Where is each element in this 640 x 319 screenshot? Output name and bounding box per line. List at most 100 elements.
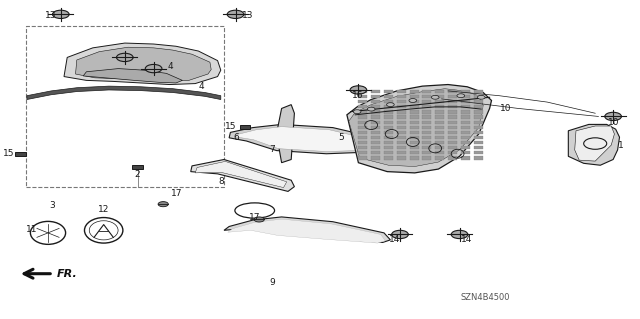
- Bar: [448, 105, 457, 108]
- Bar: [358, 121, 367, 124]
- Circle shape: [392, 230, 408, 239]
- Bar: [448, 110, 457, 114]
- Bar: [358, 131, 367, 134]
- Text: 7: 7: [269, 145, 275, 154]
- Polygon shape: [191, 160, 294, 191]
- Text: SZN4B4500: SZN4B4500: [460, 293, 510, 302]
- Circle shape: [254, 217, 264, 222]
- Bar: [15, 152, 26, 156]
- Bar: [371, 136, 380, 139]
- Polygon shape: [228, 219, 385, 243]
- Bar: [448, 141, 457, 144]
- Bar: [397, 110, 406, 114]
- Bar: [410, 115, 419, 119]
- Text: 11: 11: [26, 225, 37, 234]
- Bar: [397, 126, 406, 129]
- Polygon shape: [64, 43, 221, 85]
- Bar: [384, 121, 393, 124]
- Bar: [132, 165, 143, 169]
- Bar: [474, 121, 483, 124]
- Bar: [371, 110, 380, 114]
- Bar: [371, 105, 380, 108]
- Bar: [397, 105, 406, 108]
- Polygon shape: [276, 105, 294, 163]
- Bar: [461, 115, 470, 119]
- Bar: [448, 151, 457, 154]
- Circle shape: [457, 94, 465, 98]
- Circle shape: [477, 95, 485, 99]
- Bar: [358, 115, 367, 119]
- Bar: [384, 100, 393, 103]
- Circle shape: [158, 202, 168, 207]
- Circle shape: [409, 99, 417, 102]
- Bar: [358, 151, 367, 154]
- Bar: [410, 136, 419, 139]
- Bar: [26, 26, 224, 187]
- Polygon shape: [236, 127, 383, 152]
- Bar: [448, 146, 457, 149]
- Text: 15: 15: [3, 149, 14, 158]
- Circle shape: [431, 95, 439, 99]
- Bar: [474, 136, 483, 139]
- Bar: [422, 90, 431, 93]
- Circle shape: [350, 86, 367, 94]
- Bar: [461, 121, 470, 124]
- Bar: [384, 110, 393, 114]
- Bar: [410, 90, 419, 93]
- Bar: [422, 146, 431, 149]
- Bar: [435, 95, 444, 98]
- Circle shape: [116, 53, 133, 62]
- Bar: [422, 121, 431, 124]
- Bar: [384, 146, 393, 149]
- Circle shape: [227, 10, 244, 19]
- Bar: [474, 100, 483, 103]
- Bar: [371, 151, 380, 154]
- Bar: [474, 90, 483, 93]
- Bar: [410, 151, 419, 154]
- Bar: [435, 105, 444, 108]
- Bar: [448, 95, 457, 98]
- Polygon shape: [229, 124, 390, 154]
- Bar: [371, 115, 380, 119]
- Bar: [384, 126, 393, 129]
- Bar: [422, 115, 431, 119]
- Bar: [371, 95, 380, 98]
- Bar: [410, 105, 419, 108]
- Bar: [474, 115, 483, 119]
- Text: 4: 4: [168, 63, 173, 71]
- Bar: [410, 156, 419, 160]
- Bar: [435, 110, 444, 114]
- Text: 15: 15: [225, 122, 237, 131]
- Bar: [474, 105, 483, 108]
- Polygon shape: [76, 47, 211, 81]
- Bar: [435, 136, 444, 139]
- Bar: [435, 141, 444, 144]
- Text: 17: 17: [171, 189, 182, 198]
- Bar: [474, 141, 483, 144]
- Bar: [474, 151, 483, 154]
- Bar: [410, 146, 419, 149]
- Text: 3: 3: [50, 201, 55, 210]
- Bar: [435, 121, 444, 124]
- Bar: [358, 90, 367, 93]
- Bar: [422, 110, 431, 114]
- Bar: [448, 131, 457, 134]
- Bar: [410, 100, 419, 103]
- Text: 6: 6: [234, 133, 239, 142]
- Text: 10: 10: [608, 118, 620, 127]
- Text: 8: 8: [218, 177, 224, 186]
- Text: 13: 13: [45, 11, 56, 20]
- Bar: [371, 90, 380, 93]
- Bar: [422, 100, 431, 103]
- Text: 14: 14: [461, 235, 472, 244]
- Bar: [410, 95, 419, 98]
- Bar: [435, 115, 444, 119]
- Bar: [461, 131, 470, 134]
- Bar: [358, 110, 367, 114]
- Text: 16: 16: [352, 91, 364, 100]
- Text: FR.: FR.: [56, 269, 77, 279]
- Bar: [422, 151, 431, 154]
- Text: 12: 12: [98, 205, 109, 214]
- Bar: [371, 100, 380, 103]
- Bar: [397, 115, 406, 119]
